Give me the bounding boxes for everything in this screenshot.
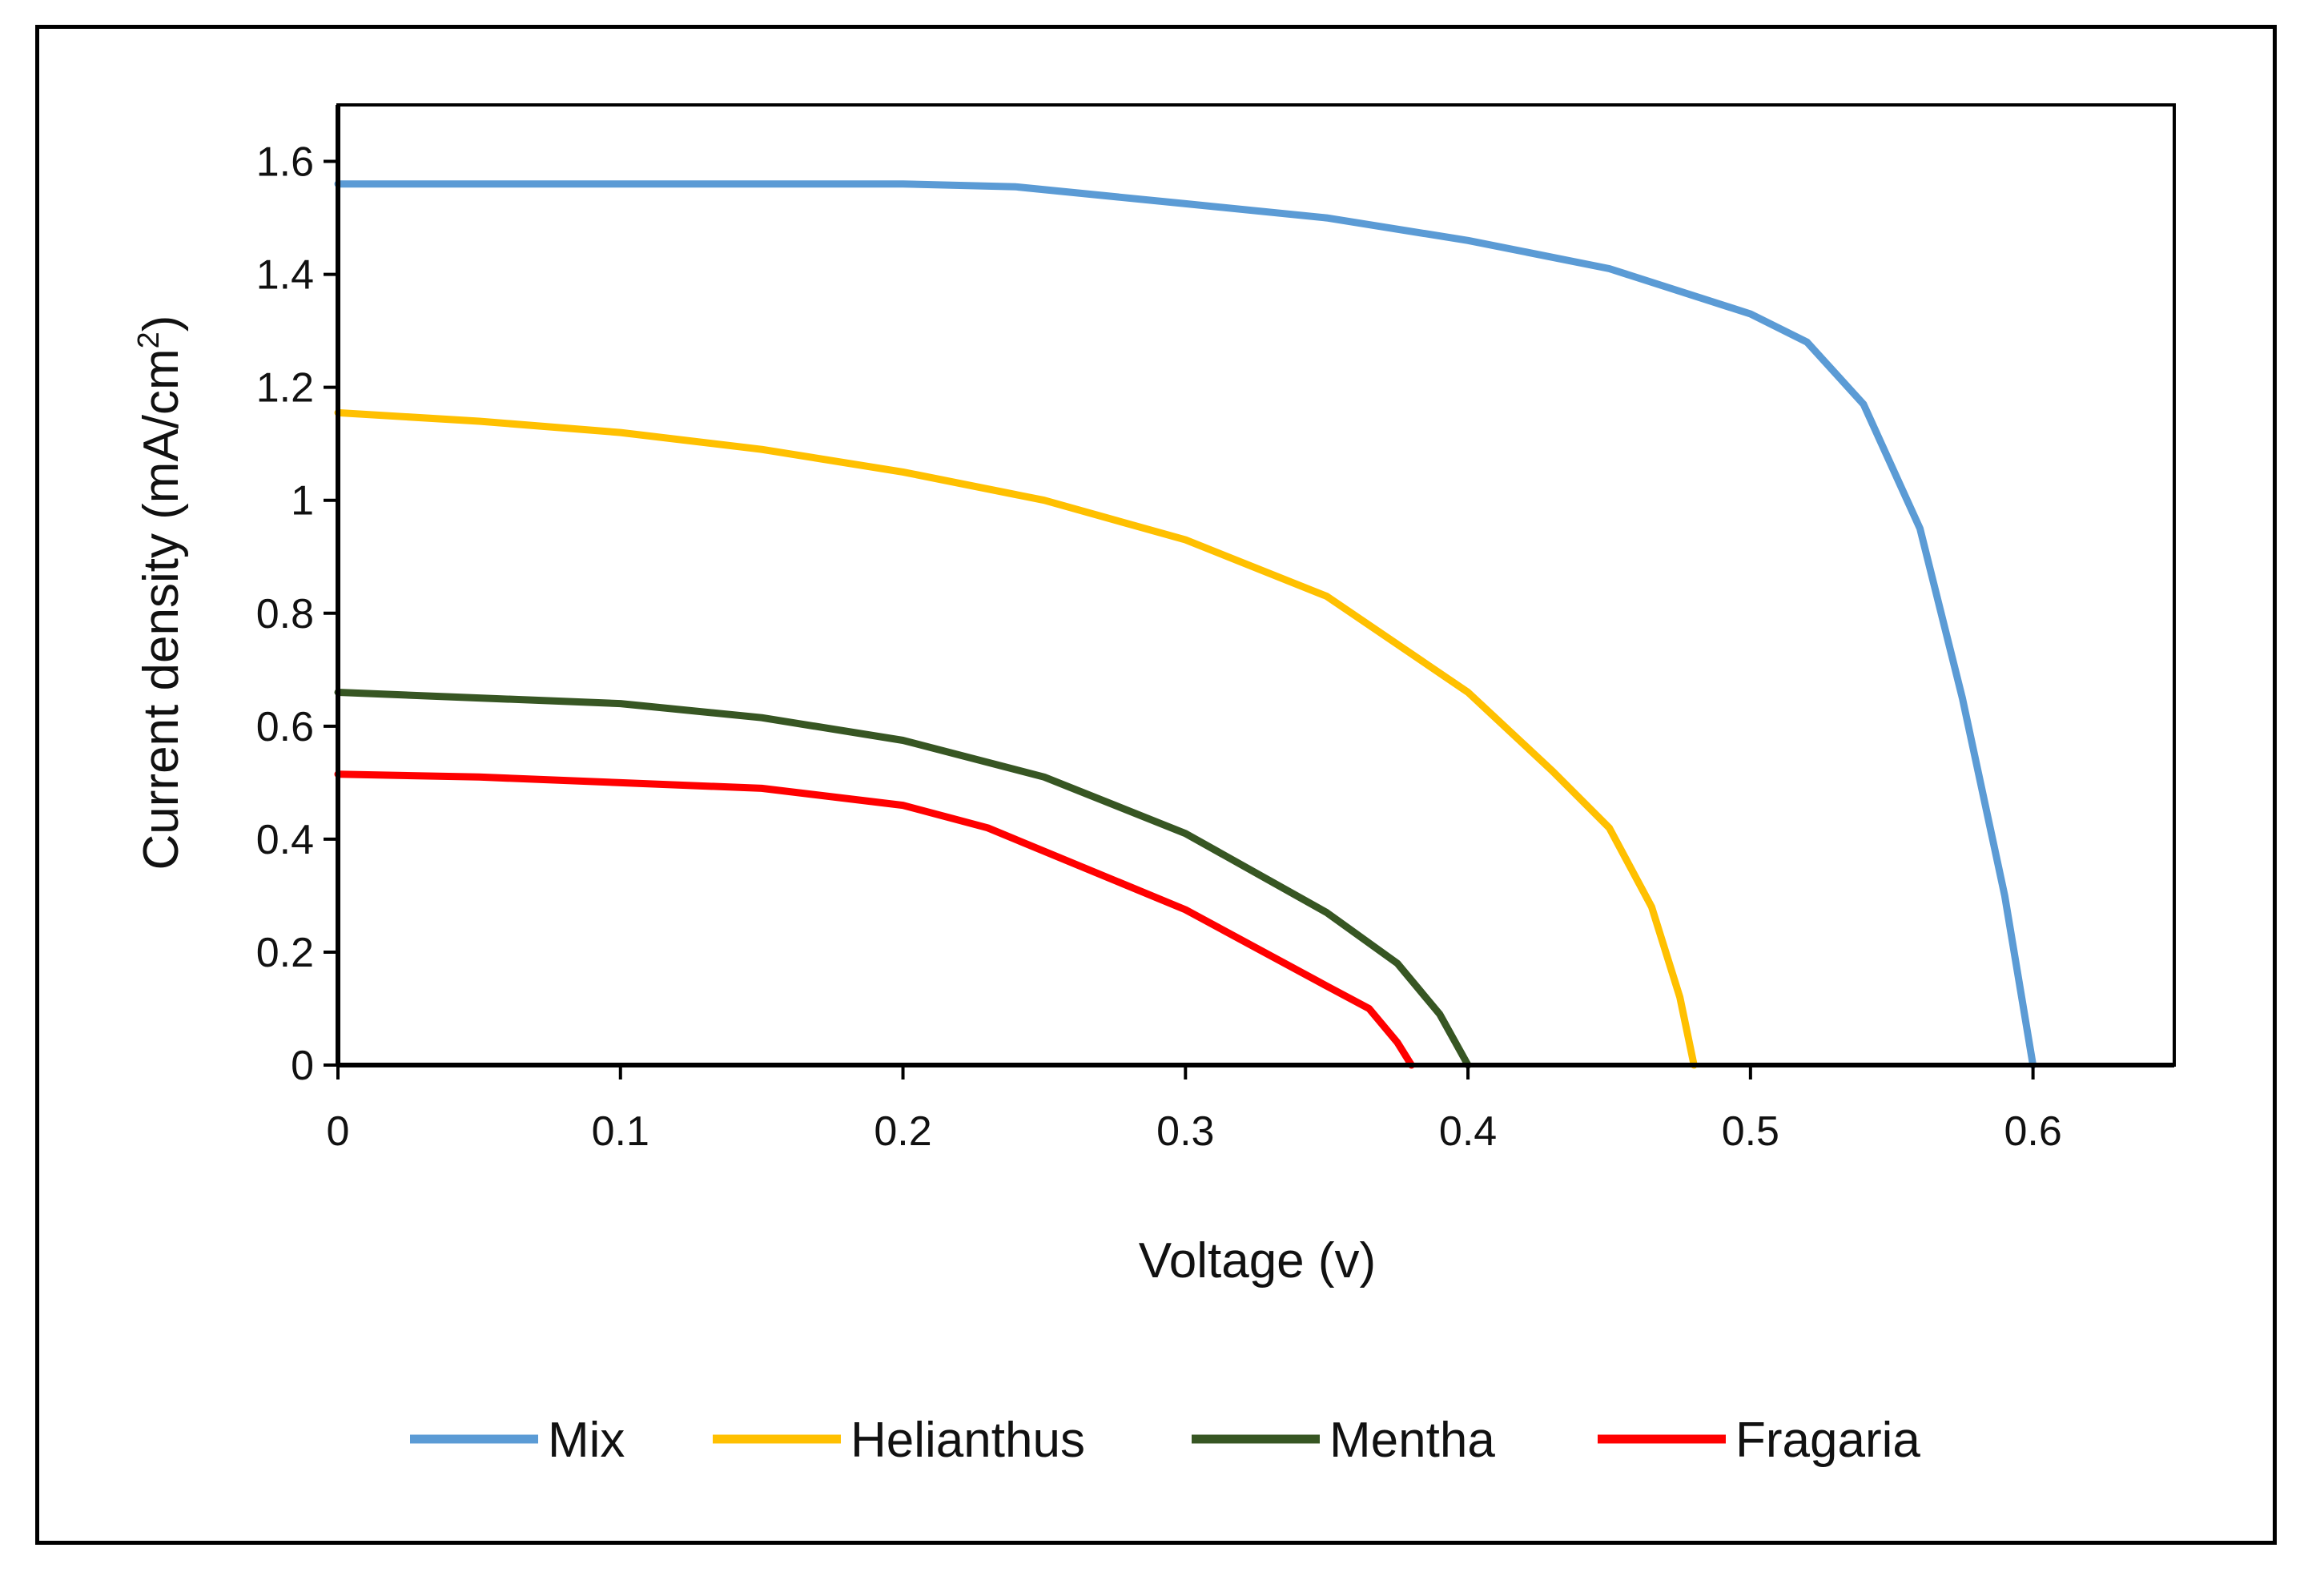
y-axis-title: Current density (mA/cm2)	[132, 316, 189, 870]
y-tick-label: 0	[291, 1043, 314, 1089]
series-line-mix	[334, 180, 2037, 1069]
legend-label-fragaria: Fragaria	[1735, 1413, 1920, 1468]
y-tick-label: 0.2	[256, 930, 314, 976]
x-tick-label: 0.2	[874, 1108, 931, 1155]
plot-area	[336, 103, 2176, 1067]
x-tick-label: 0.4	[1439, 1108, 1497, 1155]
y-tick-label: 0.8	[256, 591, 314, 637]
series-line-fragaria	[334, 770, 1415, 1069]
legend-label-mentha: Mentha	[1329, 1413, 1495, 1468]
legend: Mix Helianthus Mentha Fragaria	[410, 1413, 1920, 1468]
y-axis-title-superscript: 2	[132, 332, 166, 348]
legend-label-helianthus: Helianthus	[850, 1413, 1085, 1468]
legend-label-mix: Mix	[548, 1413, 625, 1468]
x-tick-label: 0.5	[1722, 1108, 1779, 1155]
plot-area-border	[336, 103, 2176, 1067]
x-tick-label: 0.6	[2004, 1108, 2061, 1155]
x-tick-label: 0.3	[1156, 1108, 1214, 1155]
y-axis-title-main: Current density (mA/cm	[134, 348, 189, 870]
y-tick-label: 1	[291, 478, 314, 525]
x-tick-label: 0	[327, 1108, 350, 1155]
y-tick-label: 0.4	[256, 817, 314, 863]
y-tick-label: 0.6	[256, 704, 314, 750]
series-line-helianthus	[334, 408, 1698, 1069]
series-line-mentha	[334, 689, 1472, 1069]
figure-frame	[35, 25, 2277, 1545]
x-tick-label: 0.1	[592, 1108, 649, 1155]
axes: 0 0.2 0.4 0.6 0.8 1 1.2 1.4 1.6 0 0.1 0.2 0.3 0.4 0.5 0…	[256, 105, 2174, 1155]
x-axis-title: Voltage (v)	[1139, 1233, 1376, 1289]
y-tick-label: 1.6	[256, 139, 314, 186]
y-axis-title-close: )	[134, 316, 189, 332]
y-tick-label: 1.4	[256, 252, 314, 299]
y-tick-label: 1.2	[256, 365, 314, 412]
series-lines	[334, 180, 2037, 1069]
